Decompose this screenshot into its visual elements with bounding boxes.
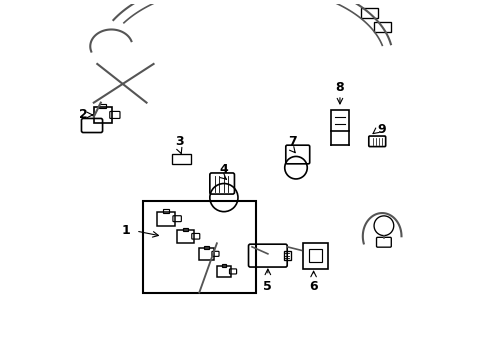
Bar	[183, 228, 188, 231]
Bar	[284, 251, 291, 260]
Text: 4: 4	[220, 163, 228, 176]
Bar	[163, 210, 169, 213]
Bar	[204, 246, 209, 249]
Text: 7: 7	[288, 135, 297, 148]
Text: 3: 3	[175, 135, 184, 148]
Text: 6: 6	[309, 280, 318, 293]
Text: 2: 2	[79, 108, 87, 121]
Bar	[221, 264, 226, 267]
Text: 8: 8	[336, 81, 344, 94]
Text: 5: 5	[264, 280, 272, 293]
Text: 9: 9	[377, 122, 386, 135]
Bar	[143, 201, 256, 293]
Text: 1: 1	[122, 225, 131, 238]
Bar	[309, 249, 321, 262]
Bar	[99, 104, 106, 108]
